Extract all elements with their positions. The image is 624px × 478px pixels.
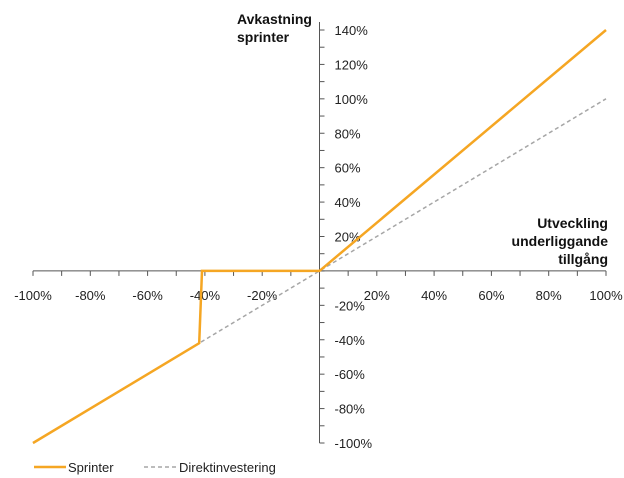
x-ticks: -100% -80% -60% -40% -20% 20% 40% 60% 80% 100% [14, 270, 623, 303]
y-tick-label: 80% [335, 126, 361, 141]
x-tick-label: -100% [14, 288, 52, 303]
y-tick-label: -20% [335, 298, 366, 313]
x-axis-title-line-3: tillgång [558, 251, 608, 267]
legend: Sprinter Direktinvestering [34, 460, 276, 475]
x-axis-title-line-1: Utveckling [537, 215, 608, 231]
y-tick-label: -100% [335, 436, 373, 451]
y-tick-label: 100% [335, 92, 369, 107]
x-tick-label: 40% [421, 288, 447, 303]
series-line-sprinter [32, 29, 607, 445]
y-tick-label: -40% [335, 333, 366, 348]
y-tick-label: -80% [335, 402, 366, 417]
y-tick-label: 20% [335, 230, 361, 245]
y-axis-title-line-1: Avkastning [237, 11, 312, 27]
x-axis-title-line-2: underliggande [512, 233, 609, 249]
x-tick-label: -20% [247, 288, 278, 303]
legend-label-sprinter: Sprinter [68, 460, 114, 475]
x-tick-label: -80% [75, 288, 106, 303]
y-tick-label: 40% [335, 195, 361, 210]
x-tick-label: -40% [190, 288, 221, 303]
y-tick-label: 140% [335, 23, 369, 38]
y-tick-label: 120% [335, 57, 369, 72]
series-layer [32, 29, 607, 445]
x-tick-label: 80% [536, 288, 562, 303]
y-axis-title-line-2: sprinter [237, 29, 290, 45]
y-ticks: 140% 120% 100% 80% 60% 40% 20% -20% -40% -60% -80%… [319, 23, 373, 451]
x-tick-label: -60% [132, 288, 163, 303]
y-tick-label: 60% [335, 161, 361, 176]
x-tick-label: 60% [478, 288, 504, 303]
y-tick-label: -60% [335, 367, 366, 382]
x-tick-label: 100% [589, 288, 623, 303]
legend-label-direktinvestering: Direktinvestering [179, 460, 276, 475]
x-tick-label: 20% [364, 288, 390, 303]
